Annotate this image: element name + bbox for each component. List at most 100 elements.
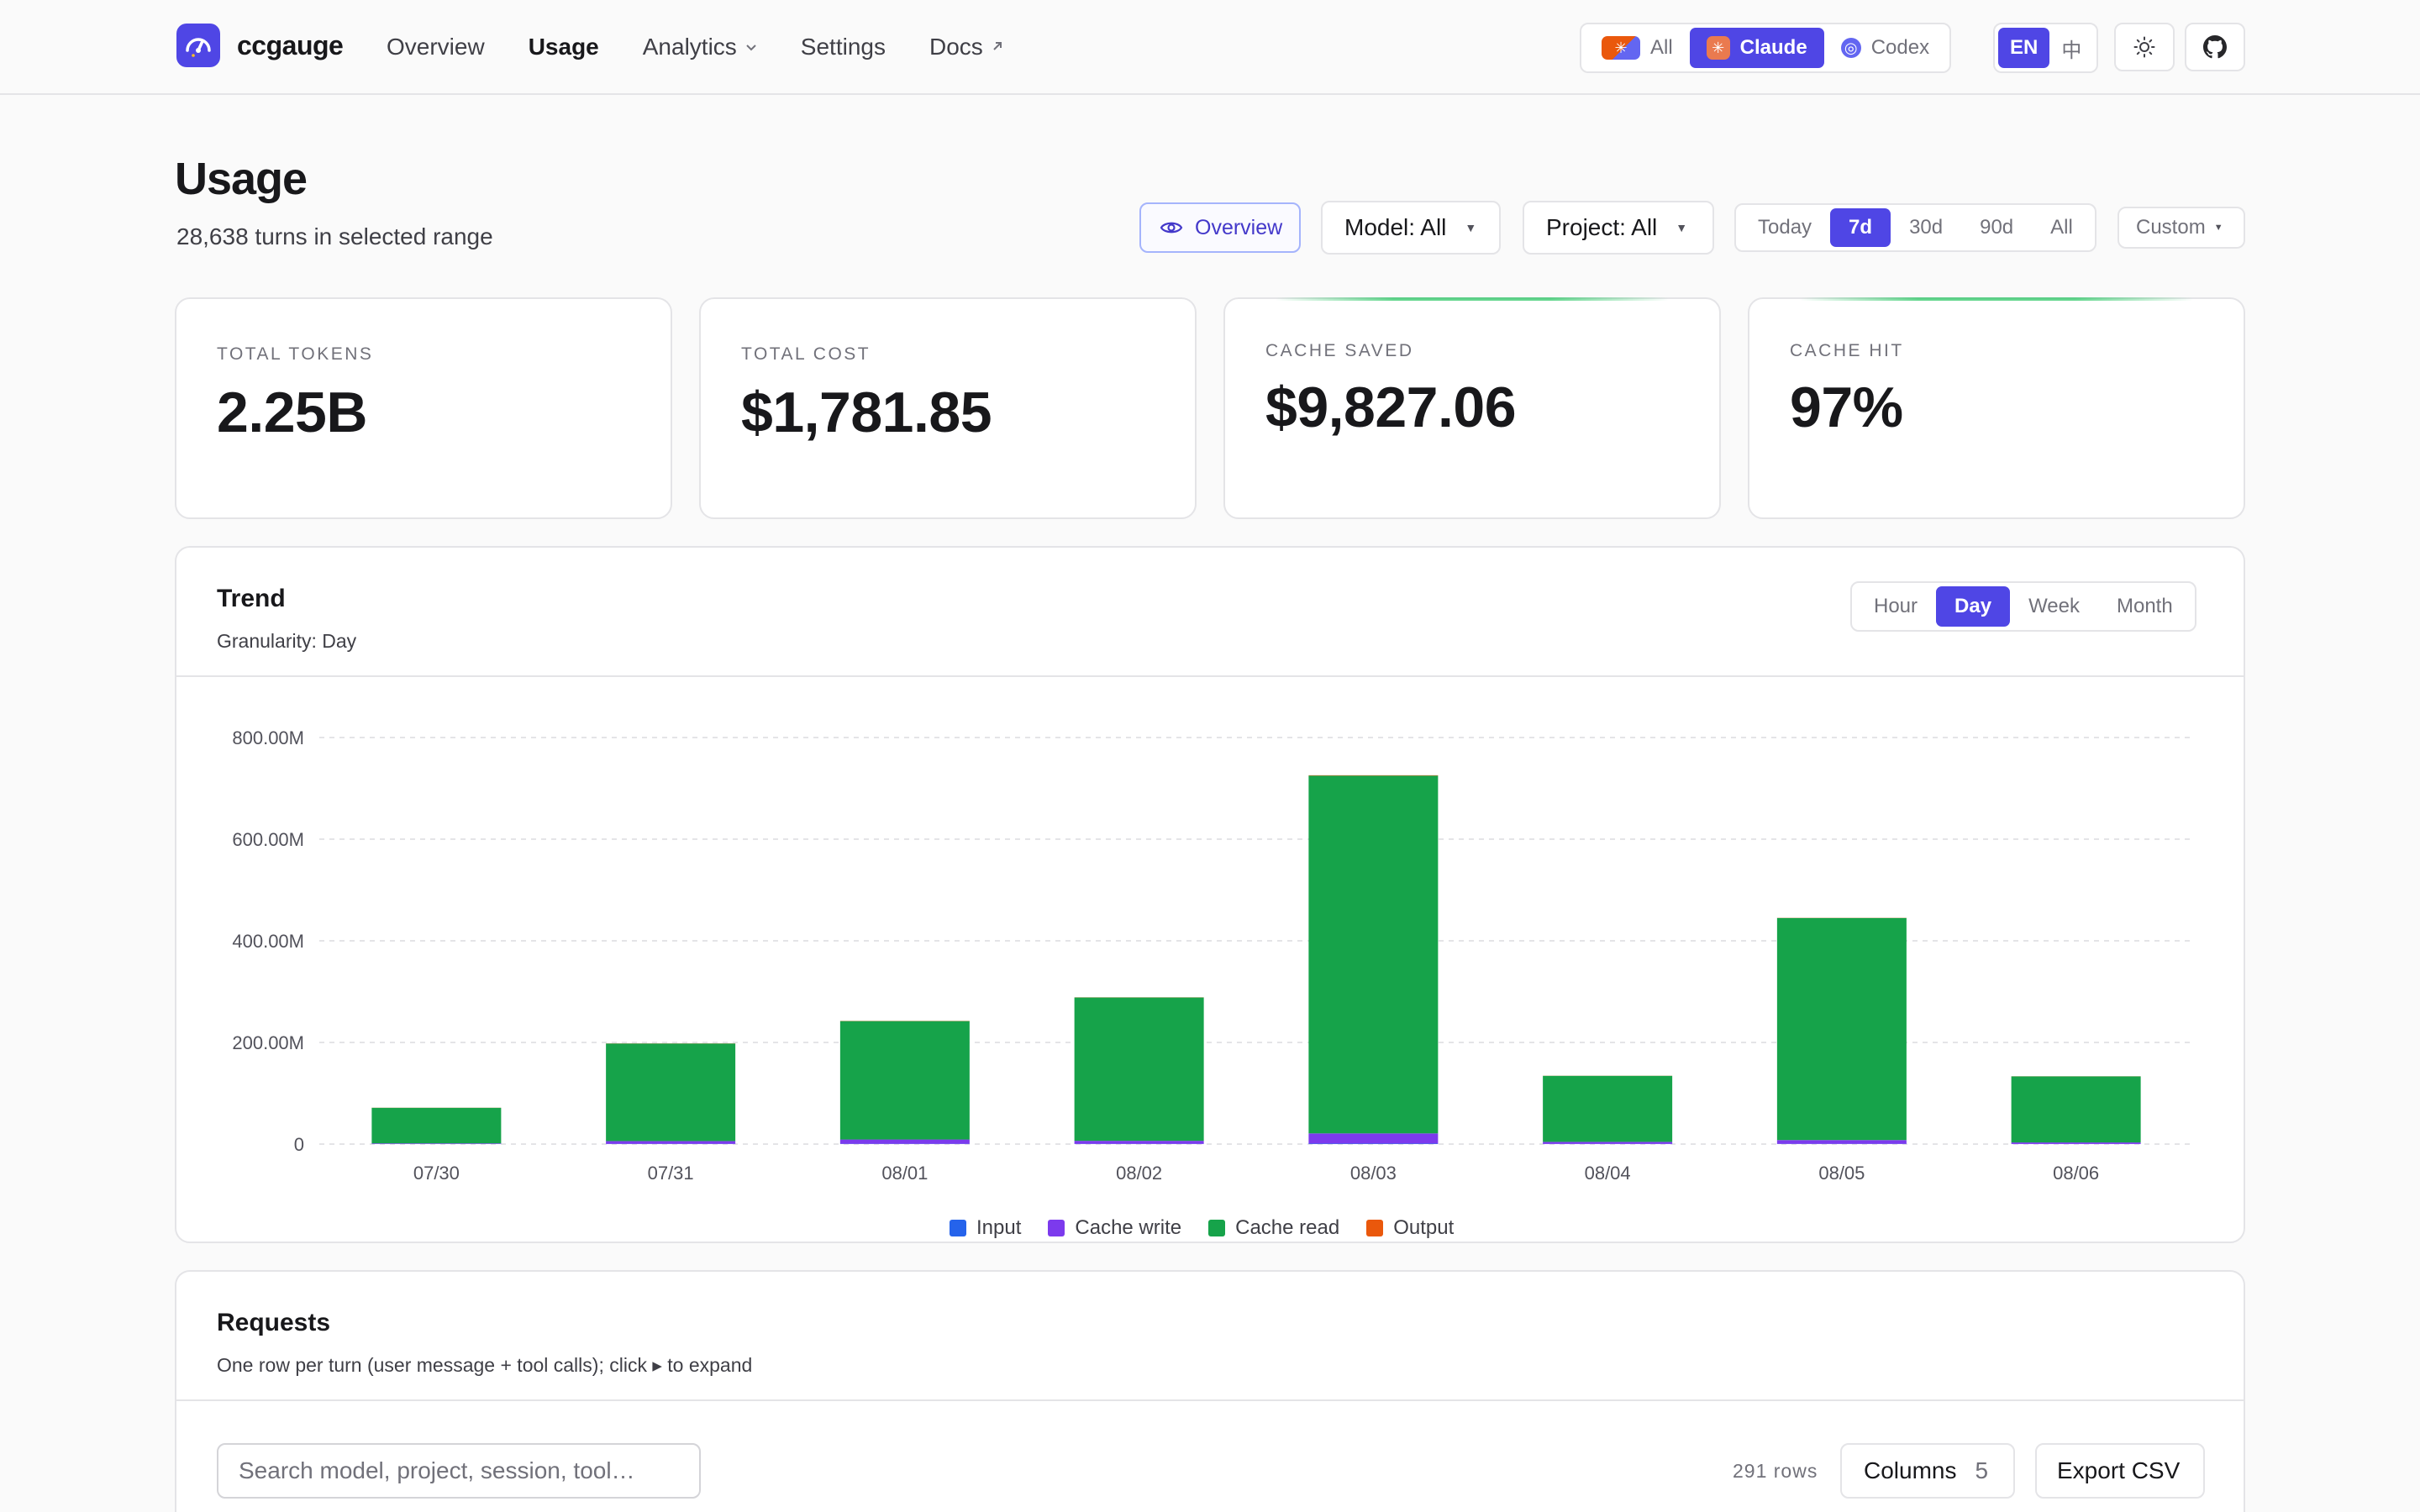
- lang-en[interactable]: EN: [1998, 28, 2050, 68]
- bar-segment-cache-read[interactable]: [1074, 997, 1204, 1142]
- legend-label: Cache read: [1235, 1216, 1340, 1239]
- lang-en-label: EN: [2010, 36, 2039, 59]
- requests-divider: [176, 1399, 2244, 1401]
- bar-segment-cache-read[interactable]: [839, 1021, 970, 1140]
- bar-segment-cache-read[interactable]: [1308, 775, 1439, 1134]
- bar-segment-cache-read[interactable]: [371, 1107, 502, 1144]
- requests-search-input[interactable]: [217, 1443, 701, 1499]
- bar-segment-cache-write[interactable]: [1776, 1140, 1907, 1144]
- x-tick-label: 08/06: [2053, 1163, 2099, 1184]
- granularity-day-label: Day: [1954, 595, 1992, 617]
- legend-item-cache-write[interactable]: Cache write: [1048, 1216, 1181, 1240]
- nav-overview-label: Overview: [387, 34, 485, 60]
- provider-all-label: All: [1650, 36, 1673, 59]
- github-button[interactable]: [2185, 23, 2245, 71]
- custom-range-button[interactable]: Custom ▼: [2118, 207, 2245, 249]
- y-tick-label: 200.00M: [232, 1032, 304, 1053]
- top-bar: ccgauge Overview Usage Analytics Setting…: [0, 0, 2420, 95]
- stat-value: 97%: [1790, 375, 1903, 439]
- requests-panel: Requests One row per turn (user message …: [175, 1270, 2245, 1512]
- gauge-logo-icon: [176, 24, 220, 67]
- granularity-hour[interactable]: Hour: [1855, 586, 1936, 627]
- x-tick-label: 08/02: [1116, 1163, 1162, 1184]
- stat-card-cache-saved: CACHE SAVED $9,827.06: [1223, 297, 1721, 519]
- bar-segment-cache-read[interactable]: [606, 1043, 736, 1142]
- bar-segment-cache-write[interactable]: [1074, 1141, 1204, 1144]
- codex-icon: ◎: [1840, 38, 1861, 58]
- bar-segment-cache-write[interactable]: [606, 1141, 736, 1144]
- project-filter-select[interactable]: Project: All ▼: [1523, 201, 1714, 255]
- range-all[interactable]: All: [2032, 208, 2091, 247]
- provider-claude[interactable]: ✳ Claude: [1689, 28, 1824, 68]
- nav-docs[interactable]: Docs: [929, 30, 1003, 64]
- legend-item-output[interactable]: Output: [1366, 1216, 1454, 1240]
- project-filter-label: Project: All: [1546, 214, 1658, 240]
- model-filter-select[interactable]: Model: All ▼: [1321, 201, 1501, 255]
- bar-segment-cache-write[interactable]: [371, 1143, 502, 1144]
- granularity-month[interactable]: Month: [2098, 586, 2191, 627]
- provider-all[interactable]: ✳ All: [1585, 28, 1690, 68]
- granularity-day[interactable]: Day: [1936, 586, 2011, 627]
- nav-settings[interactable]: Settings: [801, 30, 886, 64]
- nav-analytics[interactable]: Analytics: [643, 30, 757, 64]
- nav-usage[interactable]: Usage: [529, 30, 599, 64]
- nav-analytics-label: Analytics: [642, 34, 737, 60]
- bar-segment-cache-read[interactable]: [2011, 1076, 2141, 1143]
- x-tick-label: 08/05: [1818, 1163, 1865, 1184]
- nav-docs-label: Docs: [929, 34, 983, 60]
- legend-swatch: [1048, 1220, 1065, 1236]
- legend-label: Cache write: [1075, 1216, 1182, 1239]
- bar-segment-cache-write[interactable]: [839, 1139, 970, 1144]
- legend-swatch: [1366, 1220, 1384, 1236]
- legend-label: Output: [1393, 1216, 1455, 1239]
- provider-switch: ✳ All ✳ Claude ◎ Codex: [1580, 23, 1952, 73]
- page-subtitle: 28,638 turns in selected range: [176, 223, 493, 249]
- stat-label: TOTAL COST: [741, 344, 871, 364]
- theme-toggle-button[interactable]: [2114, 23, 2175, 71]
- export-csv-label: Export CSV: [2057, 1457, 2181, 1483]
- range-90d[interactable]: 90d: [1961, 208, 2032, 247]
- legend-item-cache-read[interactable]: Cache read: [1208, 1216, 1339, 1240]
- range-today[interactable]: Today: [1739, 208, 1830, 247]
- eye-icon: [1160, 222, 1183, 234]
- export-csv-button[interactable]: Export CSV: [2035, 1443, 2205, 1499]
- trend-chart: 0 200.00M 400.00M 600.00M 800.00M 07/30 07/31 0…: [232, 727, 2193, 1184]
- trend-title: Trend: [217, 585, 286, 612]
- bar-segment-cache-write[interactable]: [1308, 1133, 1439, 1144]
- bar-segment-cache-write[interactable]: [2011, 1142, 2141, 1144]
- granularity-week[interactable]: Week: [2010, 586, 2098, 627]
- range-30d-label: 30d: [1909, 216, 1944, 239]
- provider-codex[interactable]: ◎ Codex: [1824, 28, 1946, 68]
- columns-button[interactable]: Columns 5: [1840, 1443, 2015, 1499]
- sun-icon: [2133, 36, 2155, 58]
- x-tick-label: 08/04: [1585, 1163, 1631, 1184]
- y-tick-label: 600.00M: [232, 829, 304, 850]
- main-nav: Overview Usage Analytics Settings Docs: [387, 30, 1047, 64]
- chevron-down-icon: [745, 38, 757, 57]
- granularity-week-label: Week: [2028, 595, 2080, 617]
- range-7d[interactable]: 7d: [1830, 208, 1891, 247]
- brand[interactable]: ccgauge: [176, 24, 344, 67]
- nav-usage-label: Usage: [528, 34, 599, 60]
- y-tick-label: 0: [294, 1134, 304, 1155]
- range-90d-label: 90d: [1980, 216, 2014, 239]
- trend-granularity-text: Granularity: Day: [217, 630, 357, 652]
- lang-zh[interactable]: 中: [2049, 28, 2093, 68]
- requests-subtitle: One row per turn (user message + tool ca…: [217, 1354, 753, 1376]
- stat-label: TOTAL TOKENS: [217, 344, 374, 364]
- legend-label: Input: [976, 1216, 1022, 1239]
- nav-overview[interactable]: Overview: [387, 30, 485, 64]
- language-switch: EN 中: [1993, 23, 2099, 73]
- range-all-label: All: [2050, 216, 2073, 239]
- bar-segment-cache-read[interactable]: [1776, 917, 1907, 1141]
- github-icon: [2203, 35, 2227, 59]
- bar-segment-cache-write[interactable]: [1543, 1142, 1673, 1144]
- legend-item-input[interactable]: Input: [950, 1216, 1021, 1240]
- bar-segment-input[interactable]: [1308, 1143, 1439, 1144]
- range-30d[interactable]: 30d: [1891, 208, 1961, 247]
- stat-label: CACHE SAVED: [1265, 341, 1414, 360]
- overview-button[interactable]: Overview: [1139, 202, 1301, 253]
- stat-label: CACHE HIT: [1790, 341, 1904, 360]
- stat-value: $9,827.06: [1265, 375, 1517, 439]
- bar-segment-cache-read[interactable]: [1543, 1075, 1673, 1142]
